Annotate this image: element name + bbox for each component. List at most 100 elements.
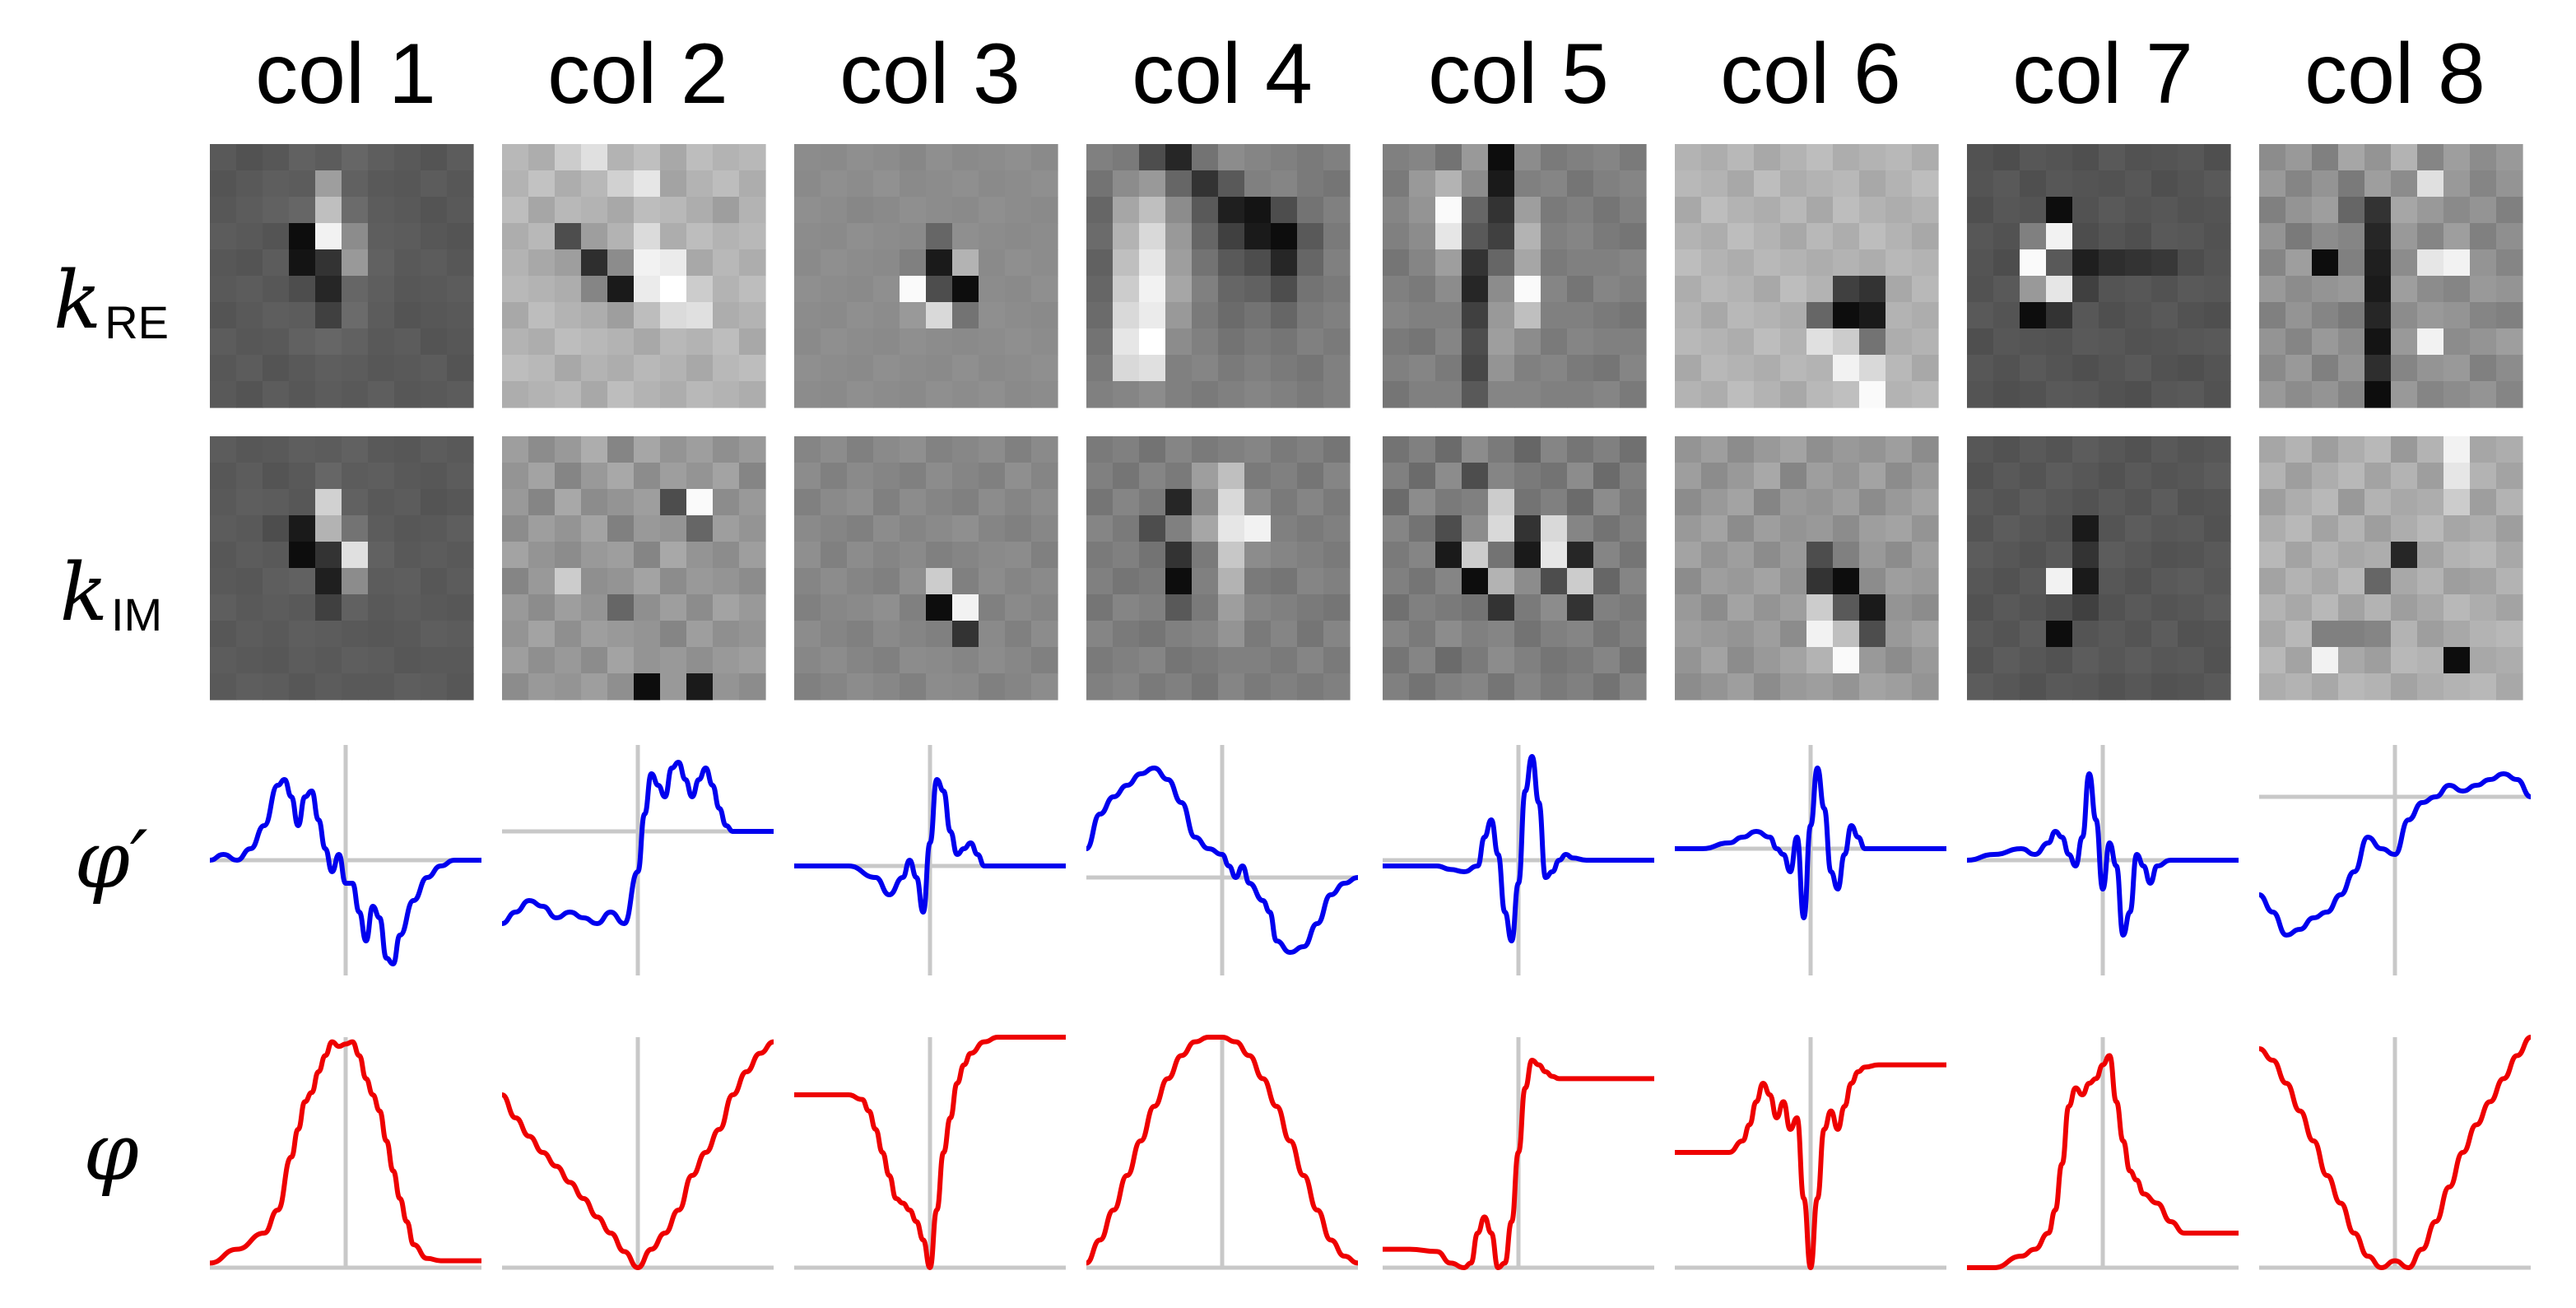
k-re-cell	[821, 144, 848, 171]
k-im-cell	[1993, 515, 2020, 542]
k-im-cell	[1833, 647, 1860, 674]
k-re-cell	[2391, 276, 2418, 303]
k-im-cell	[2312, 463, 2339, 490]
k-re-cell	[502, 144, 529, 171]
k-im-cell	[1886, 463, 1913, 490]
k-re-cell	[1323, 170, 1351, 198]
k-im-cell	[555, 673, 582, 701]
k-im-cell	[555, 436, 582, 463]
k-im-cell	[555, 647, 582, 674]
k-im-cell	[2312, 621, 2339, 648]
k-re-cell	[1297, 302, 1324, 329]
row-label-phi: φ	[25, 1021, 198, 1284]
k-im-cell	[739, 568, 766, 595]
k-re-cell	[2443, 302, 2471, 329]
k-re-cell	[2151, 381, 2178, 408]
k-re-cell	[1833, 276, 1860, 303]
k-im-cell	[289, 568, 316, 595]
k-re-cell	[1541, 223, 1568, 250]
k-im-cell	[2099, 463, 2126, 490]
k-im-cell	[2259, 489, 2286, 516]
k-im-cell	[1005, 542, 1032, 569]
k-im-cell	[926, 647, 953, 674]
k-im-cell	[2364, 673, 2392, 701]
k-re-cell	[368, 170, 395, 198]
k-im-cell	[607, 542, 635, 569]
k-im-cell	[2285, 542, 2313, 569]
k-im-cell	[2072, 436, 2099, 463]
k-re-cell	[1005, 302, 1032, 329]
k-im-cell	[607, 515, 635, 542]
k-im-cell	[1567, 621, 1594, 648]
k-re-cell	[1323, 197, 1351, 224]
k-re-cell	[1297, 381, 1324, 408]
k-re-cell	[2496, 223, 2523, 250]
k-im-cell	[900, 489, 927, 516]
k-re-cell	[2364, 197, 2392, 224]
k-im-cell	[2285, 515, 2313, 542]
k-re-cell	[1620, 302, 1647, 329]
k-re-cell	[660, 355, 687, 382]
k-im-cell	[1727, 568, 1755, 595]
k-im-cell	[1218, 647, 1245, 674]
k-re-cell	[368, 355, 395, 382]
k-im-cell	[2125, 621, 2152, 648]
k-re-cell	[1912, 355, 1939, 382]
k-re-cell	[1514, 197, 1541, 224]
k-im-cell	[1323, 594, 1351, 621]
k-im-cell	[2443, 489, 2471, 516]
k-im-cell	[236, 673, 263, 701]
k-im-cell	[686, 594, 714, 621]
k-im-cell	[926, 515, 953, 542]
k-re-cell	[394, 249, 421, 277]
k-re-cell	[1806, 381, 1834, 408]
k-re-cell	[315, 223, 342, 250]
k-re-cell	[607, 355, 635, 382]
k-re-cell	[1833, 381, 1860, 408]
k-im-cell	[315, 489, 342, 516]
k-re-cell	[1031, 276, 1058, 303]
k-re-cell	[979, 276, 1006, 303]
k-im-cell	[2204, 489, 2231, 516]
k-im-cell	[1967, 647, 1994, 674]
k-re-cell	[1780, 197, 1807, 224]
k-im-cell	[847, 542, 874, 569]
k-im-cell	[952, 647, 979, 674]
k-im-cell	[1323, 489, 1351, 516]
k-re-cell	[1031, 170, 1058, 198]
k-im-cell	[1244, 515, 1272, 542]
k-im-cell	[1271, 647, 1298, 674]
k-re-cell	[2020, 223, 2047, 250]
k-re-cell	[1541, 170, 1568, 198]
k-im-cell	[847, 436, 874, 463]
k-re-cell	[1727, 170, 1755, 198]
k-re-cell	[2259, 223, 2286, 250]
k-re-cell	[2312, 197, 2339, 224]
k-re-cell	[1005, 328, 1032, 356]
k-re-cell	[2178, 144, 2205, 171]
k-im-cell	[713, 436, 740, 463]
k-im-cell	[1192, 463, 1219, 490]
k-im-cell	[1541, 621, 1568, 648]
k-re-cell	[1701, 249, 1728, 277]
k-re-cell	[528, 223, 556, 250]
k-im-cell	[2496, 515, 2523, 542]
k-im-cell	[2099, 594, 2126, 621]
k-re-cell	[739, 328, 766, 356]
k-re-cell	[1086, 276, 1114, 303]
k-re-cell	[1675, 223, 1702, 250]
k-im-cell	[873, 621, 900, 648]
k-im-cell	[1005, 647, 1032, 674]
k-im-cell	[210, 621, 237, 648]
k-re-cell	[2178, 249, 2205, 277]
k-re-cell	[2417, 355, 2444, 382]
k-im-cell	[2470, 436, 2497, 463]
k-im-cell	[634, 673, 661, 701]
k-im-cell	[1967, 463, 1994, 490]
k-im-cell	[502, 647, 529, 674]
k-im-cell	[1593, 568, 1620, 595]
k-im-cell	[1086, 568, 1114, 595]
k-im-cell	[1435, 515, 1462, 542]
k-im-cell	[1593, 647, 1620, 674]
k-im-cell	[1409, 594, 1436, 621]
